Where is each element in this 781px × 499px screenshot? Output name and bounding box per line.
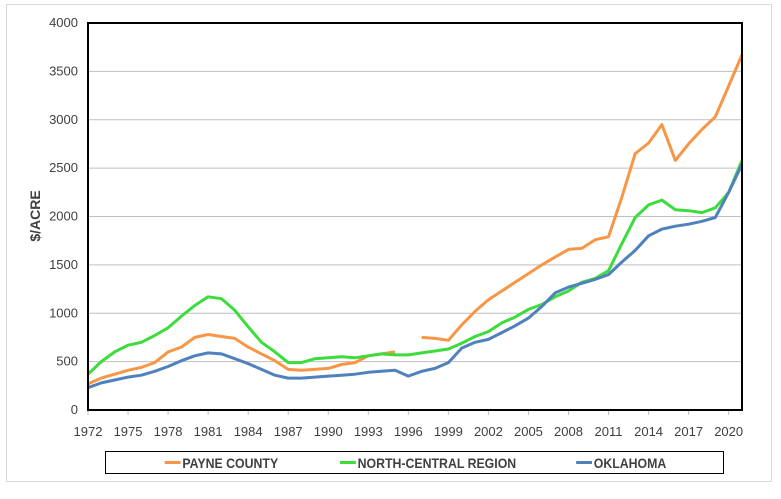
x-tick-label: 1990 [314,424,343,439]
x-tick-label: 1975 [114,424,143,439]
plot-border [87,22,743,411]
y-tick-label: 1500 [49,257,78,272]
legend: PAYNE COUNTY NORTH-CENTRAL REGION OKLAHO… [105,451,724,474]
legend-swatch [164,461,181,464]
x-tick-label: 1996 [394,424,423,439]
x-tick-label: 1984 [234,424,263,439]
y-tick-label: 500 [56,354,78,369]
y-tick-label: 2500 [49,160,78,175]
legend-item-north-central: NORTH-CENTRAL REGION [339,454,516,471]
x-tick-label: 1981 [194,424,223,439]
x-tick-label: 2014 [634,424,663,439]
x-tick-label: 1987 [274,424,303,439]
y-tick-label: 3500 [49,63,78,78]
x-tick-label: 2011 [595,424,623,439]
legend-item-oklahoma: OKLAHOMA [575,454,667,471]
series-line-north-central-region [86,159,744,376]
y-tick-label: 1000 [49,305,78,320]
x-tick-label: 1972 [74,424,103,439]
chart-frame [6,4,772,482]
series-line-payne-county [87,333,396,386]
series-line-payne-county [421,54,744,342]
y-tick-label: 0 [71,402,78,417]
x-tick-label: 2020 [714,424,743,439]
x-tick-label: 2008 [554,424,583,439]
legend-swatch [339,461,356,464]
y-tick-label: 3000 [49,112,78,127]
y-axis-label: $/ACRE [27,190,43,241]
legend-item-payne: PAYNE COUNTY [164,454,278,471]
series-line-oklahoma [87,163,744,390]
x-tick-label: 2017 [674,424,703,439]
legend-label: NORTH-CENTRAL REGION [357,454,516,471]
x-tick-label: 1978 [154,424,183,439]
x-tick-label: 1993 [354,424,383,439]
legend-label: PAYNE COUNTY [182,454,278,471]
legend-label: OKLAHOMA [593,454,667,471]
x-tick-label: 2002 [474,424,503,439]
y-tick-label: 4000 [49,15,78,30]
legend-swatch [575,461,592,464]
x-tick-label: 1999 [434,424,463,439]
y-tick-label: 2000 [49,209,78,224]
x-tick-label: 2005 [514,424,543,439]
